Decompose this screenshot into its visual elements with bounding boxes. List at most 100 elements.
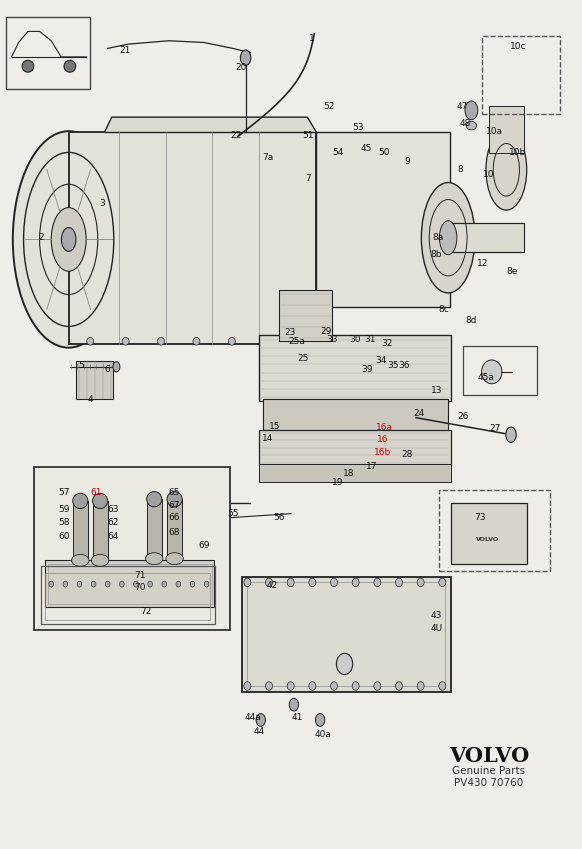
Ellipse shape (439, 682, 446, 690)
Text: 7: 7 (306, 174, 311, 183)
Ellipse shape (147, 492, 162, 507)
Ellipse shape (176, 582, 180, 588)
Bar (247, 582, 445, 686)
Bar (45, 560, 214, 607)
Text: 57: 57 (58, 488, 70, 497)
Ellipse shape (352, 578, 359, 587)
Bar (316, 132, 450, 307)
Bar (242, 577, 451, 692)
Text: 20: 20 (236, 64, 247, 72)
Text: 8b: 8b (431, 250, 442, 259)
Text: 30: 30 (349, 335, 361, 344)
Text: 39: 39 (361, 365, 372, 374)
Text: 27: 27 (489, 424, 501, 433)
Text: 36: 36 (399, 361, 410, 369)
Text: 23: 23 (284, 329, 296, 337)
Text: Genuine Parts: Genuine Parts (452, 766, 526, 776)
Bar (69, 132, 316, 344)
Text: 25a: 25a (289, 337, 305, 346)
Ellipse shape (264, 338, 271, 345)
Text: 10: 10 (483, 170, 495, 178)
Ellipse shape (309, 578, 316, 587)
Ellipse shape (352, 682, 359, 690)
Text: 71: 71 (134, 571, 146, 580)
Ellipse shape (22, 60, 34, 72)
Ellipse shape (439, 221, 457, 255)
Text: 67: 67 (169, 501, 180, 509)
Ellipse shape (287, 578, 294, 587)
Ellipse shape (148, 582, 152, 588)
Ellipse shape (465, 101, 478, 120)
Ellipse shape (93, 493, 108, 509)
Ellipse shape (481, 360, 502, 384)
Text: 18: 18 (343, 469, 355, 478)
Bar (279, 290, 332, 341)
Bar (147, 499, 162, 559)
Text: 10a: 10a (486, 127, 503, 136)
Bar (41, 566, 215, 624)
Text: 50: 50 (378, 149, 390, 157)
Text: 15: 15 (269, 422, 281, 430)
Ellipse shape (331, 578, 338, 587)
Ellipse shape (336, 654, 353, 674)
Ellipse shape (417, 578, 424, 587)
Text: 29: 29 (320, 327, 332, 335)
Bar (259, 335, 451, 401)
Text: 63: 63 (108, 505, 119, 514)
Ellipse shape (162, 582, 166, 588)
Bar (439, 490, 550, 571)
Text: 73: 73 (474, 514, 486, 522)
Ellipse shape (87, 338, 94, 345)
Text: 1: 1 (308, 34, 314, 42)
Ellipse shape (374, 682, 381, 690)
Bar (76, 361, 113, 399)
Text: 42: 42 (267, 582, 278, 590)
Ellipse shape (204, 582, 209, 588)
Ellipse shape (61, 228, 76, 251)
Bar (482, 36, 560, 114)
Ellipse shape (466, 121, 477, 130)
Ellipse shape (166, 553, 183, 565)
Ellipse shape (64, 60, 76, 72)
Ellipse shape (244, 578, 251, 587)
Ellipse shape (396, 682, 403, 690)
Bar (259, 464, 451, 482)
Text: 16b: 16b (374, 448, 392, 457)
Ellipse shape (289, 698, 299, 711)
Text: 32: 32 (381, 340, 393, 348)
Text: 8e: 8e (506, 267, 518, 276)
Ellipse shape (287, 682, 294, 690)
Text: 55: 55 (227, 509, 239, 518)
Polygon shape (105, 117, 316, 132)
Ellipse shape (214, 497, 223, 509)
Ellipse shape (486, 129, 527, 210)
Bar (48, 564, 212, 604)
Text: 62: 62 (108, 518, 119, 526)
Text: 48: 48 (460, 119, 471, 127)
Ellipse shape (13, 131, 125, 348)
Bar (73, 501, 88, 560)
Text: 70: 70 (134, 583, 146, 592)
Ellipse shape (228, 338, 235, 345)
Text: 24: 24 (413, 409, 425, 418)
Text: 45a: 45a (478, 374, 494, 382)
Text: 14: 14 (262, 435, 274, 443)
Ellipse shape (91, 554, 109, 566)
Ellipse shape (51, 208, 86, 272)
Ellipse shape (506, 427, 516, 442)
Ellipse shape (265, 578, 272, 587)
Text: 22: 22 (230, 132, 242, 140)
Ellipse shape (190, 582, 195, 588)
Text: 53: 53 (352, 123, 364, 132)
Text: 64: 64 (108, 532, 119, 541)
Ellipse shape (77, 582, 82, 588)
Text: 25: 25 (297, 354, 308, 363)
Ellipse shape (113, 362, 120, 372)
Ellipse shape (193, 338, 200, 345)
Text: 8d: 8d (466, 316, 477, 324)
Ellipse shape (158, 338, 165, 345)
Ellipse shape (396, 578, 403, 587)
Ellipse shape (146, 553, 163, 565)
Text: 21: 21 (119, 47, 131, 55)
Text: 26: 26 (457, 412, 469, 420)
